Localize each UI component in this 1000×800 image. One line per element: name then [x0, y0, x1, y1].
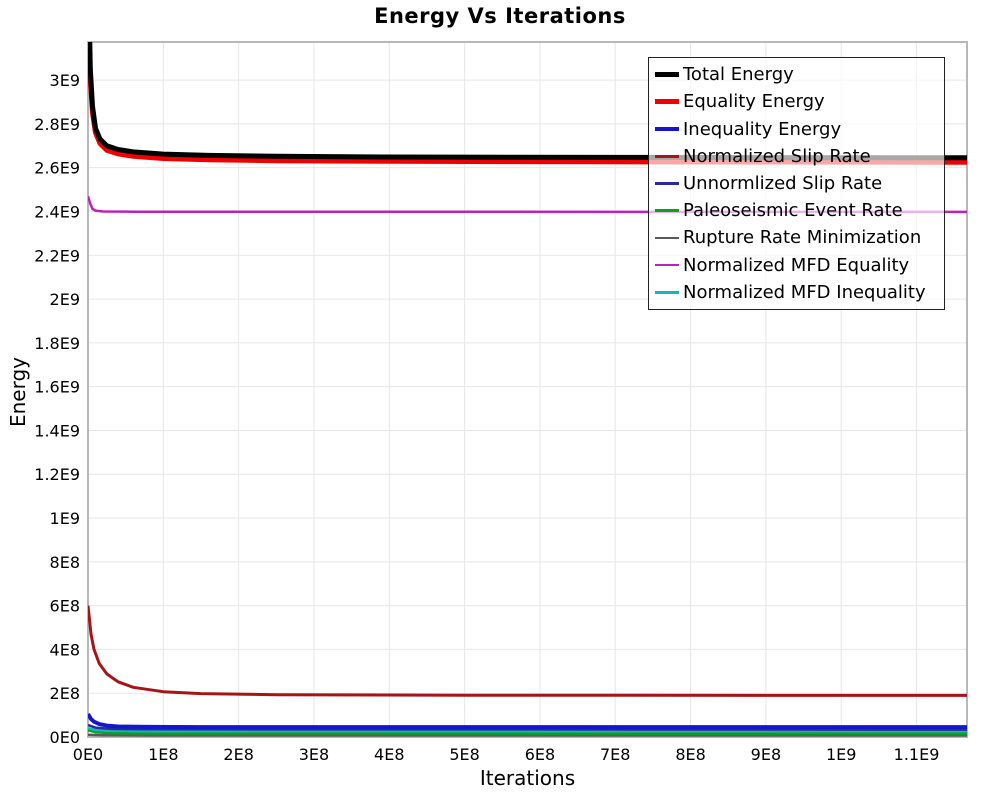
x-tick-label: 2E8 [223, 745, 253, 764]
legend-item-normalized-mfd-inequality: Normalized MFD Inequality [655, 282, 938, 303]
legend-label: Inequality Energy [683, 118, 842, 140]
x-tick-label: 6E8 [525, 745, 555, 764]
y-tick-label: 1.6E9 [34, 378, 80, 397]
series-line-rupture-rate-minimization [88, 733, 967, 737]
y-tick-label: 2.4E9 [34, 202, 80, 221]
legend-item-paleoseismic-event-rate: Paleoseismic Event Rate [655, 200, 938, 221]
legend-line-swatch [655, 182, 679, 185]
legend-label: Unnormlized Slip Rate [683, 172, 883, 194]
legend-item-rupture-rate-minimization: Rupture Rate Minimization [655, 227, 938, 248]
y-tick-label: 6E8 [50, 597, 80, 616]
chart-title: Energy Vs Iterations [374, 4, 626, 28]
legend-label: Rupture Rate Minimization [683, 227, 922, 249]
y-tick-label: 1.8E9 [34, 334, 80, 353]
y-tick-label: 4E8 [50, 640, 80, 659]
series-line-unnormlized-slip-rate [88, 723, 967, 731]
legend-line-swatch [655, 209, 679, 212]
series-line-normalized-slip-rate [88, 605, 967, 697]
y-tick-label: 2.8E9 [34, 115, 80, 134]
legend-item-equality-energy: Equality Energy [655, 91, 938, 112]
legend-item-normalized-slip-rate: Normalized Slip Rate [655, 146, 938, 167]
series-line-normalized-mfd-equality [88, 195, 967, 214]
legend-line-swatch [655, 263, 679, 267]
legend-label: Normalized MFD Inequality [683, 281, 926, 303]
x-tick-label: 9E8 [751, 745, 781, 764]
legend-item-unnormlized-slip-rate: Unnormlized Slip Rate [655, 173, 938, 194]
y-tick-label: 8E8 [50, 553, 80, 572]
y-tick-label: 2E8 [50, 684, 80, 703]
legend-line-swatch [655, 291, 679, 294]
y-tick-label: 3E9 [50, 71, 80, 90]
series-line-paleoseismic-event-rate [88, 729, 967, 735]
series-line-normalized-mfd-inequality [88, 726, 967, 733]
y-tick-label: 2E9 [50, 290, 80, 309]
x-tick-label: 5E8 [449, 745, 479, 764]
x-tick-label: 4E8 [374, 745, 404, 764]
x-axis-title: Iterations [479, 766, 576, 790]
y-axis-title: Energy [6, 356, 30, 428]
y-tick-label: 1.2E9 [34, 465, 80, 484]
legend-item-normalized-mfd-equality: Normalized MFD Equality [655, 255, 938, 276]
x-tick-label: 0E0 [73, 745, 103, 764]
series-line-total-energy [88, 42, 967, 161]
legend-box: Total Energy Equality Energy Inequality En… [648, 57, 945, 310]
series-line-inequality-energy [88, 712, 967, 730]
legend-line-swatch [655, 236, 679, 240]
legend-line-swatch [655, 72, 679, 78]
legend-line-swatch [655, 154, 679, 158]
y-tick-label: 1.4E9 [34, 421, 80, 440]
x-tick-label: 8E8 [675, 745, 705, 764]
legend-label: Total Energy [683, 64, 794, 86]
x-tick-label: 3E8 [299, 745, 329, 764]
legend-item-total-energy: Total Energy [655, 64, 938, 85]
legend-line-swatch [655, 127, 679, 132]
legend-item-inequality-energy: Inequality Energy [655, 119, 938, 140]
legend-label: Normalized Slip Rate [683, 145, 871, 167]
x-tick-label: 1E8 [148, 745, 178, 764]
legend-line-swatch [655, 99, 679, 105]
legend-label: Equality Energy [683, 91, 825, 113]
legend-label: Normalized MFD Equality [683, 254, 910, 276]
y-tick-label: 1E9 [50, 509, 80, 528]
x-tick-label: 7E8 [600, 745, 630, 764]
x-tick-label: 1E9 [826, 745, 856, 764]
plot-frame [87, 41, 968, 738]
legend-label: Paleoseismic Event Rate [683, 200, 903, 222]
y-tick-label: 2.2E9 [34, 246, 80, 265]
y-tick-label: 0E0 [50, 728, 80, 747]
y-tick-label: 2.6E9 [34, 159, 80, 178]
x-tick-label: 1.1E9 [894, 745, 940, 764]
